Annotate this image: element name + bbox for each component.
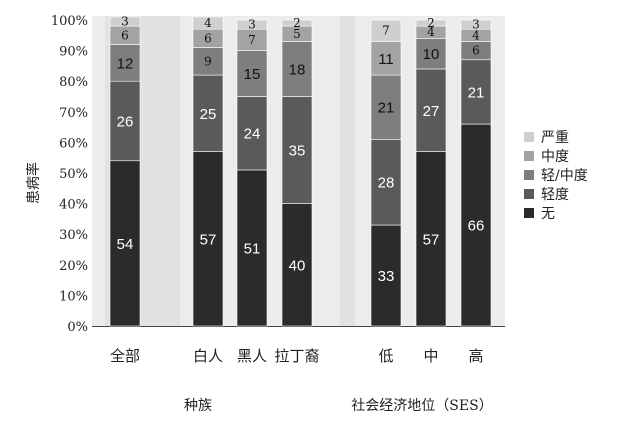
segment-label: 7 [382,24,390,38]
segment-label: 66 [468,218,485,235]
group-label: 种族 [184,398,212,414]
legend-label: 中度 [541,149,569,165]
legend-label: 严重 [541,130,569,146]
y-tick-label: 100% [51,14,88,29]
y-tick-label: 80% [59,75,88,90]
category-label: 黑人 [237,347,267,365]
bar-segment [109,80,141,162]
segment-label: 10 [423,46,440,63]
y-tick-label: 0% [67,320,88,335]
segment-label: 4 [427,25,435,39]
bar-segment [281,203,313,327]
segment-label: 24 [244,126,261,143]
y-tick-label: 30% [59,228,88,243]
segment-label: 27 [423,103,440,120]
bar-segment [192,16,224,30]
segment-label: 25 [200,106,217,123]
legend-label: 轻/中度 [541,168,588,184]
y-tick-label: 60% [59,136,88,151]
bar-segment [415,19,447,27]
legend-label: 无 [541,206,555,222]
bar-segment [281,96,313,204]
legend-swatch [524,170,534,180]
plot-band [340,16,355,326]
bar-segment [460,59,492,125]
bar-segment [109,16,141,27]
segment-label: 35 [289,143,306,160]
group-label: 社会经济地位（SES） [351,398,492,414]
segment-label: 3 [121,15,129,29]
bar-segment [281,41,313,97]
legend-swatch [524,132,534,142]
segment-label: 28 [378,175,395,192]
bar-segment [370,139,402,226]
segment-label: 26 [117,113,134,130]
bar-segment [415,38,447,70]
legend-swatch [524,208,534,218]
segment-label: 2 [293,16,301,30]
bar-segment [109,160,141,327]
bar-segment [370,74,402,140]
segment-label: 4 [204,16,212,30]
segment-label: 6 [472,44,480,58]
bar-segment [192,74,224,152]
bar-segment [370,224,402,327]
segment-label: 9 [204,54,212,68]
bar-segment [236,19,268,30]
bar-segment [192,47,224,76]
category-label: 中 [423,347,438,365]
segment-label: 33 [378,268,395,285]
segment-label: 6 [121,28,129,42]
segment-label: 51 [244,240,261,257]
bar-segment [109,44,141,82]
segment-label: 12 [117,55,134,72]
segment-label: 2 [427,16,435,30]
segment-label: 57 [200,231,217,248]
segment-label: 6 [204,31,212,45]
segment-label: 3 [472,18,480,32]
bar-segment [370,41,402,76]
segment-label: 21 [468,84,485,101]
legend-swatch [524,189,534,199]
segment-label: 40 [289,257,306,274]
segment-label: 57 [423,231,440,248]
category-label: 白人 [193,347,223,365]
y-axis-title: 患病率 [25,162,42,204]
segment-label: 11 [378,51,394,68]
category-label: 低 [378,347,393,365]
y-tick-label: 70% [59,106,88,121]
y-tick-label: 40% [59,198,88,213]
y-tick-label: 90% [59,45,88,60]
bar-segment [415,68,447,152]
bar-segment [460,123,492,327]
legend-swatch [524,151,534,161]
bar-segment [460,19,492,30]
bar-segment [236,96,268,171]
bar-segment [192,151,224,327]
segment-label: 7 [248,33,256,47]
segment-label: 18 [289,61,306,78]
segment-label: 5 [293,27,301,41]
legend-label: 轻度 [541,187,569,203]
segment-label: 54 [117,236,134,253]
category-label: 高 [468,347,483,365]
segment-label: 3 [248,18,256,32]
y-tick-label: 50% [59,167,88,182]
y-tick-label: 10% [59,289,88,304]
bar-segment [281,19,313,27]
segment-label: 21 [378,100,395,117]
bar-segment [236,169,268,327]
category-label: 全部 [110,347,140,365]
segment-label: 4 [472,28,480,42]
segment-label: 15 [244,66,261,83]
category-label: 拉丁裔 [274,347,319,365]
bar-segment [370,19,402,42]
y-tick-label: 20% [59,259,88,274]
